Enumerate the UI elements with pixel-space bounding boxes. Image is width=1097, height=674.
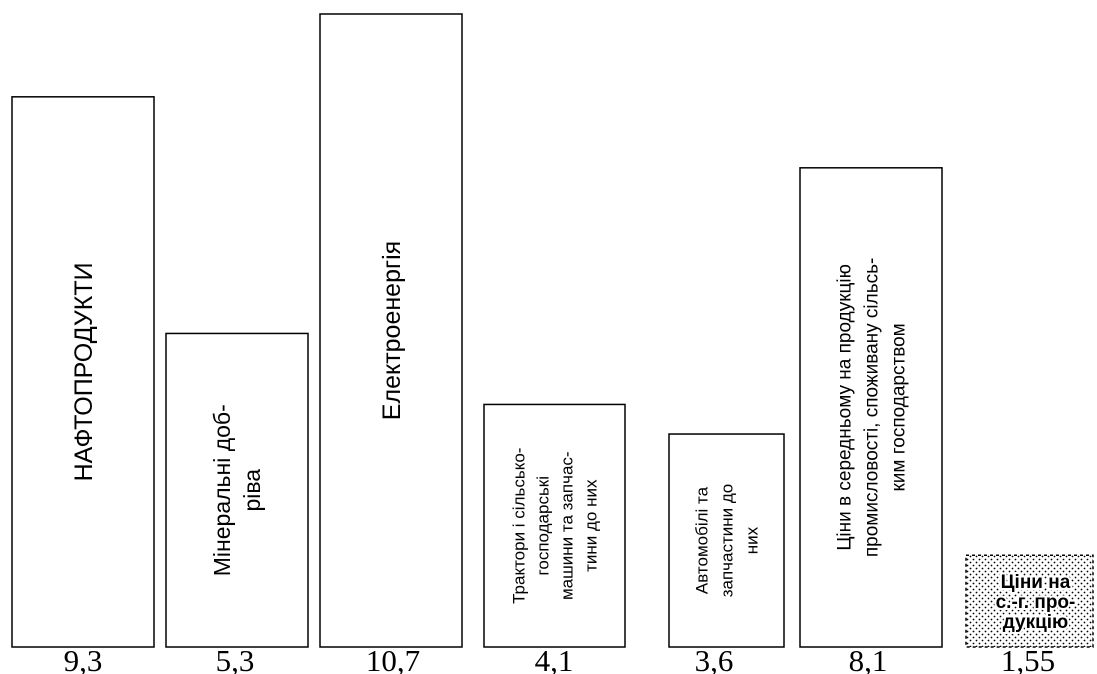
bar-label-line: машини та запчас-: [557, 451, 576, 600]
bar-label-halo: Ціни на: [1001, 572, 1071, 593]
bar-label-line: Електроенергія: [378, 241, 406, 420]
bar-label-line: них: [742, 526, 761, 554]
bar-label-line: Трактори і сільсько-: [509, 448, 528, 604]
bar-label-2: Мінеральні доб-ріва: [209, 404, 265, 576]
bar-label-line: господарські: [533, 476, 552, 575]
value-label-2: 5,3: [216, 643, 255, 674]
bar-label-halo: дукцію: [1003, 612, 1069, 633]
bar-label-line: Мінеральні доб-: [209, 404, 235, 576]
bar-label-line: промисловості, споживану сільсь-: [862, 258, 883, 558]
value-label-5: 3,6: [695, 643, 734, 674]
value-label-7: 1,55: [1001, 643, 1055, 674]
bar-label-4: Трактори і сільсько-господарські машини т…: [509, 448, 600, 604]
bar-label-3: Електроенергія: [378, 241, 406, 420]
bar-label-5: Автомобілі та запчастини до них: [692, 484, 761, 598]
bar-7: [965, 554, 1094, 648]
bar-label-line: запчастини до: [717, 484, 736, 598]
bar-label-line: дукцію: [1003, 612, 1069, 633]
value-label-3: 10,7: [366, 643, 420, 674]
bar-6: [799, 167, 943, 648]
bars-layer: [11, 13, 1094, 648]
bar-3: [319, 13, 463, 648]
bar-2: [165, 332, 309, 648]
bar-labels-layer: НАФТОПРОДУКТИ Мінеральні доб-ріва Електрое…: [70, 241, 1078, 635]
bar-label-line: НАФТОПРОДУКТИ: [70, 262, 98, 481]
bar-label-line: тини до них: [581, 479, 600, 572]
value-label-6: 8,1: [849, 643, 888, 674]
bar-label-line: Ціни на: [1001, 572, 1071, 593]
bar-label-line: ким господарством: [889, 323, 910, 491]
value-label-1: 9,3: [64, 643, 103, 674]
bar-5: [668, 433, 785, 648]
bar-label-halo: с.-г. про-: [996, 592, 1076, 613]
value-label-4: 4,1: [535, 643, 574, 674]
bar-label-line: Ціни в середньому на продукцію: [835, 264, 856, 551]
bar-label-line: с.-г. про-: [996, 592, 1076, 613]
bar-label-6: Ціни в середньому на продукцію промислово…: [835, 258, 910, 558]
bar-label-line: ріва: [239, 469, 265, 512]
bar-1: [11, 96, 155, 648]
bar-label-line: Автомобілі та: [692, 486, 711, 594]
bar-4: [483, 403, 626, 648]
bar-label-1: НАФТОПРОДУКТИ: [70, 262, 98, 481]
value-labels-layer: 9,3 5,3 10,7 4,1 3,6 8,1 1,55: [64, 643, 1056, 674]
